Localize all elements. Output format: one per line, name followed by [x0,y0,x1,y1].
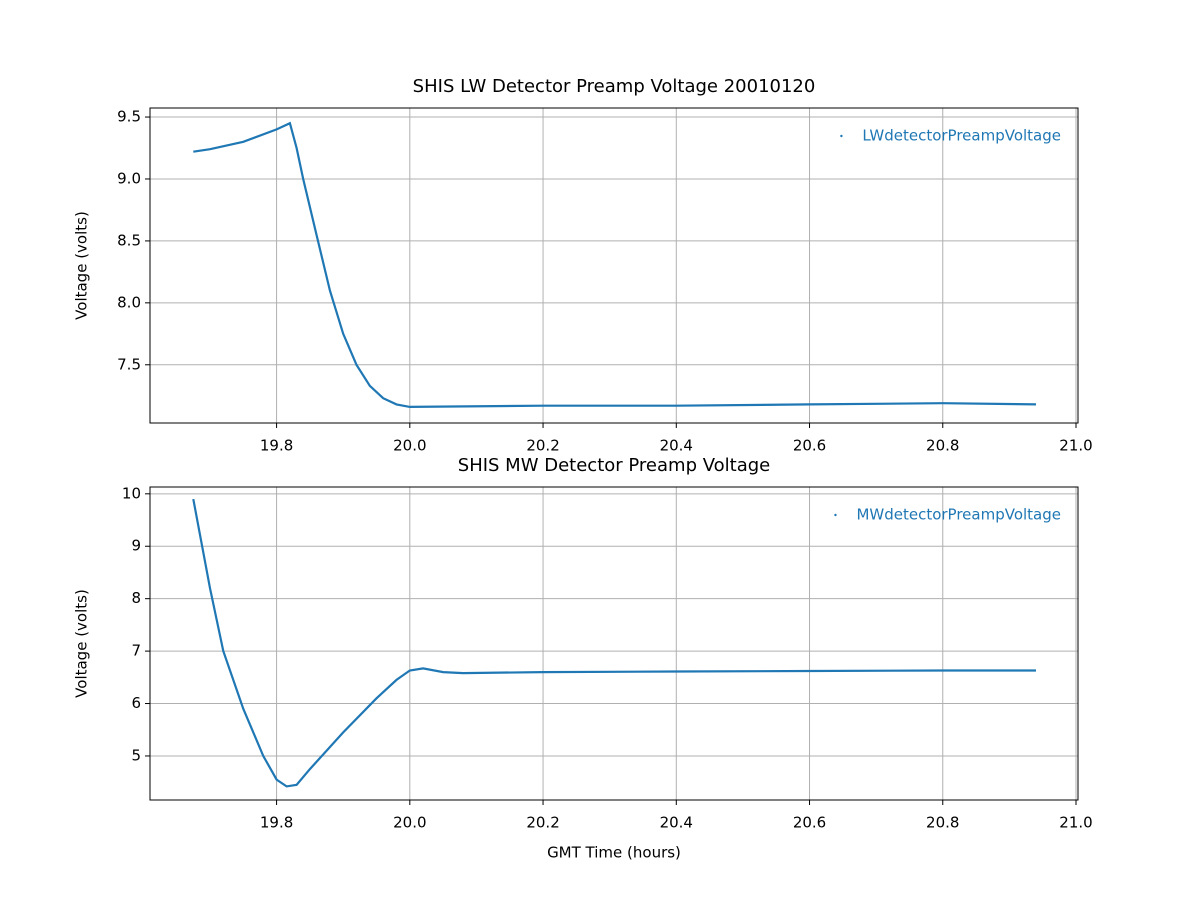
chart-title: SHIS MW Detector Preamp Voltage [458,455,770,476]
x-tick-label: 20.4 [660,437,693,455]
y-tick-label: 9.5 [117,108,141,126]
legend-marker [834,513,837,517]
y-tick-label: 7.5 [117,355,141,373]
y-tick-label: 7 [131,642,141,660]
x-tick-label: 19.8 [260,437,293,455]
y-tick-label: 10 [122,484,141,502]
y-tick-label: 9.0 [117,169,141,187]
y-tick-label: 8 [131,589,141,607]
x-tick-label: 20.8 [926,437,959,455]
x-tick-label: 19.8 [260,814,293,832]
axes-frame [149,107,1079,424]
x-axis-label: GMT Time (hours) [547,844,681,862]
y-tick-label: 9 [131,537,141,555]
plot-background [150,487,1078,800]
x-tick-label: 20.6 [793,437,826,455]
axes-frame [149,486,1079,801]
x-tick-label: 20.8 [926,814,959,832]
x-tick-label: 20.4 [660,814,693,832]
data-line [193,121,1037,409]
chart-title: SHIS LW Detector Preamp Voltage 20010120 [413,76,816,97]
y-tick-label: 5 [131,746,141,764]
x-tick-label: 20.2 [526,437,559,455]
x-tick-label: 20.6 [793,814,826,832]
legend-label: LWdetectorPreampVoltage [862,127,1061,145]
y-tick-label: 8.0 [117,293,141,311]
y-axis-label: Voltage (volts) [73,211,91,320]
x-tick-label: 21.0 [1059,814,1092,832]
y-tick-label: 8.5 [117,231,141,249]
x-tick-label: 20.2 [526,814,559,832]
x-tick-label: 20.0 [393,814,426,832]
x-tick-label: 20.0 [393,437,426,455]
data-line [192,498,1036,788]
y-tick-label: 6 [131,694,141,712]
legend-label: MWdetectorPreampVoltage [856,506,1061,524]
y-axis-label: Voltage (volts) [73,589,91,698]
legend-marker [840,134,843,138]
x-tick-label: 21.0 [1059,437,1092,455]
plot-background [150,108,1078,423]
